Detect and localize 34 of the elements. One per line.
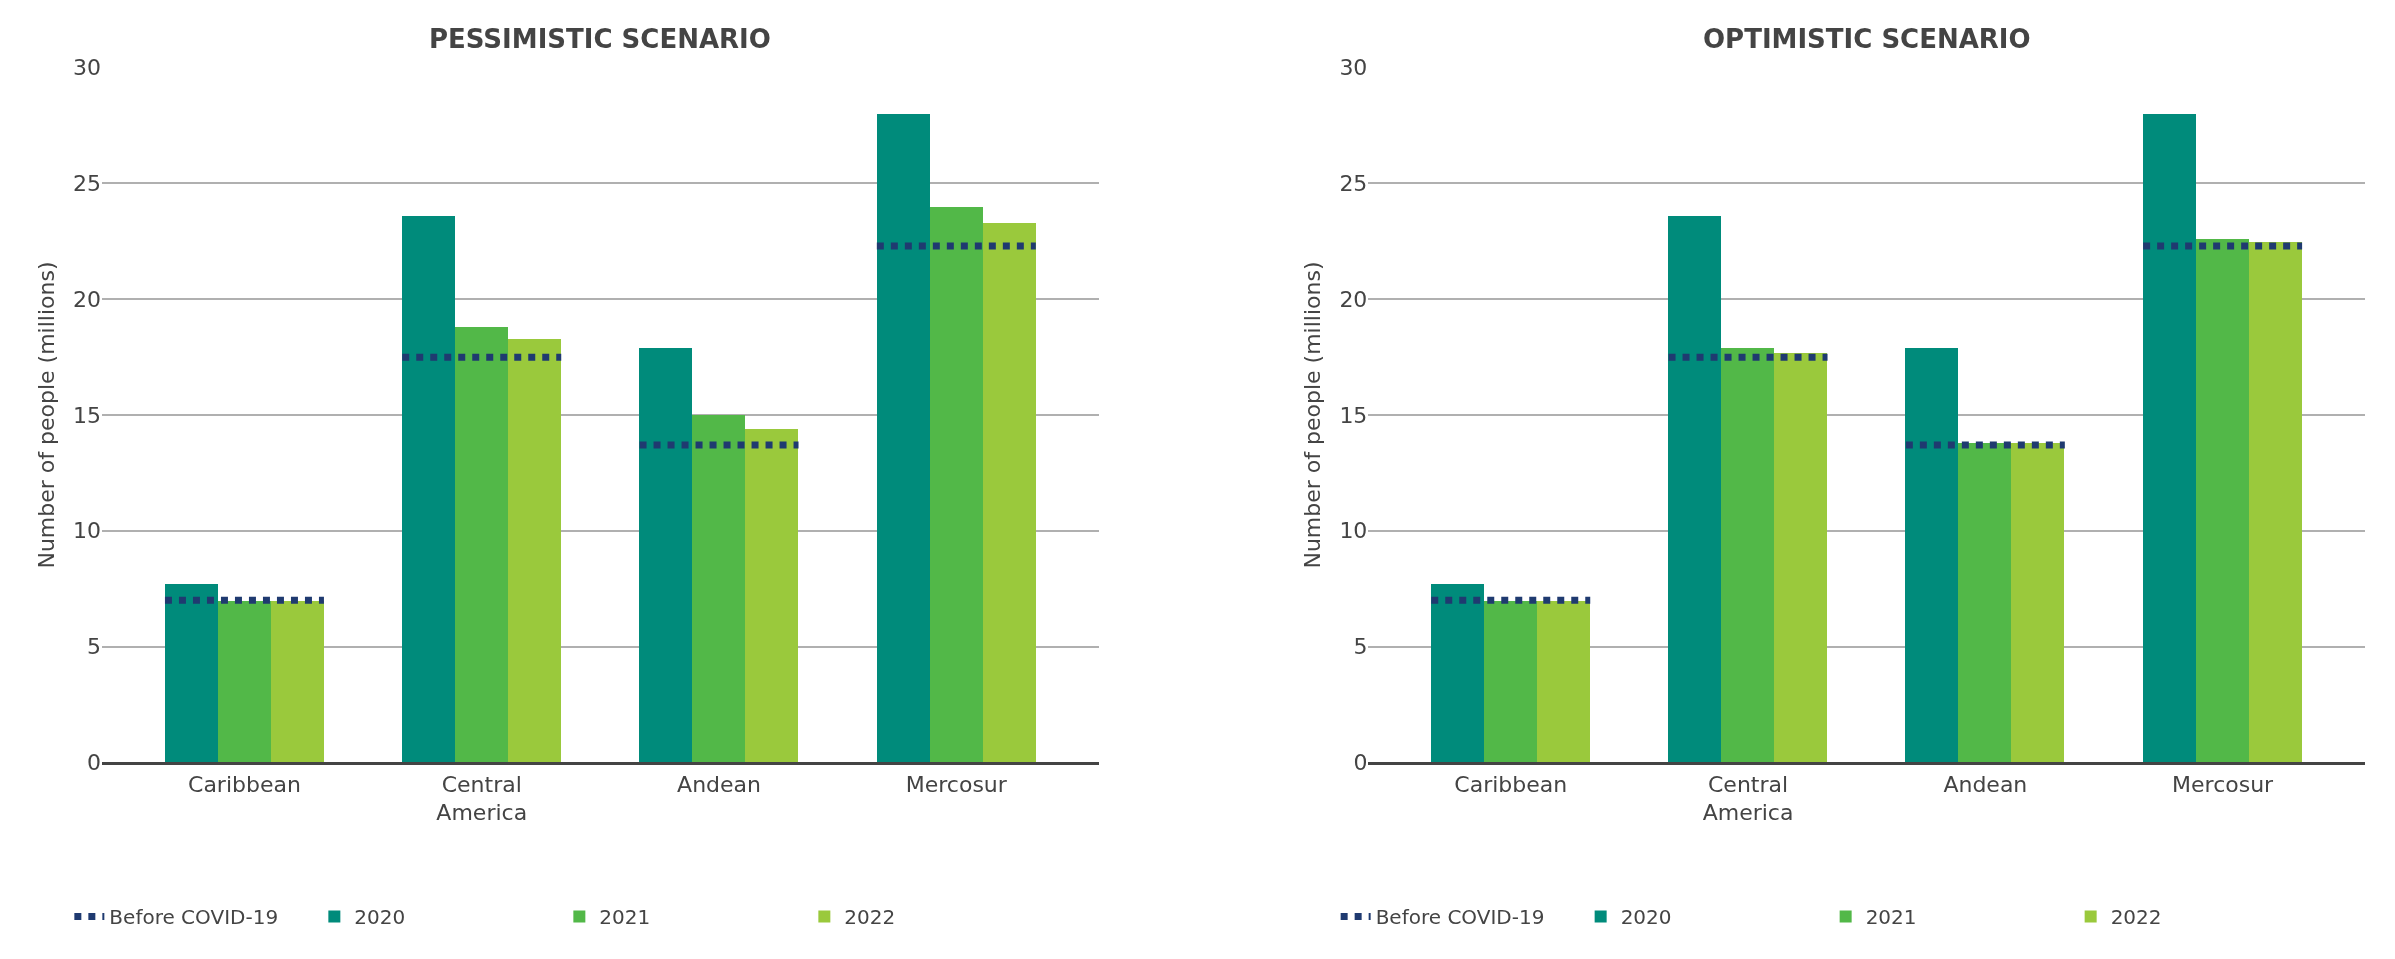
x-tick-label: Mercosur [2172, 771, 2275, 797]
legend-label: 2020 [354, 905, 406, 930]
x-tick-label: Andean [677, 771, 761, 797]
y-tick-label: 20 [73, 286, 102, 312]
x-tick-label: Central America [436, 771, 528, 826]
legend-label: Before COVID-19 [1375, 905, 1545, 930]
y-axis-title: Number of people (millions) [1300, 261, 1326, 569]
y-tick-label: 5 [1353, 634, 1368, 660]
y-axis-title: Number of people (millions) [33, 261, 59, 569]
y-tick-label: 5 [87, 634, 102, 660]
x-tick-label: Central America [1702, 771, 1794, 826]
y-tick-label: 25 [1339, 171, 1368, 197]
y-tick-label: 0 [87, 750, 102, 776]
legend-label: Before COVID-19 [109, 905, 279, 930]
y-tick-label: 20 [1339, 286, 1368, 312]
y-tick-label: 15 [1339, 402, 1368, 428]
legend-label: 2021 [599, 905, 651, 930]
x-tick-label: Caribbean [188, 771, 301, 797]
y-tick-label: 25 [73, 171, 102, 197]
x-tick-label: Andean [1943, 771, 2028, 797]
chart-title: OPTIMISTIC SCENARIO [1703, 24, 2031, 54]
y-tick-label: 15 [73, 402, 102, 428]
y-tick-label: 10 [1339, 518, 1368, 544]
legend-label: 2021 [1865, 905, 1917, 930]
x-tick-label: Mercosur [905, 771, 1008, 797]
chart-title: PESSIMISTIC SCENARIO [429, 24, 771, 54]
y-tick-label: 30 [73, 55, 102, 81]
legend-label: 2020 [1620, 905, 1672, 930]
legend-label: 2022 [844, 905, 896, 930]
x-tick-label: Caribbean [1454, 771, 1568, 797]
y-tick-label: 10 [73, 518, 102, 544]
y-tick-label: 30 [1339, 55, 1368, 81]
y-tick-label: 0 [1353, 750, 1368, 776]
legend-label: 2022 [2110, 905, 2162, 930]
